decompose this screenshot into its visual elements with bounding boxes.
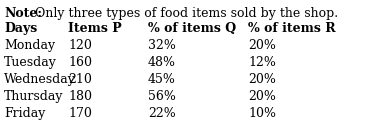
Text: 22%: 22% bbox=[148, 107, 176, 120]
Text: 20%: 20% bbox=[248, 90, 276, 103]
Text: 160: 160 bbox=[68, 56, 92, 69]
Text: Thursday: Thursday bbox=[4, 90, 63, 103]
Text: 210: 210 bbox=[68, 73, 92, 86]
Text: Note:: Note: bbox=[4, 7, 42, 20]
Text: 170: 170 bbox=[68, 107, 92, 120]
Text: 48%: 48% bbox=[148, 56, 176, 69]
Text: 56%: 56% bbox=[148, 90, 176, 103]
Text: Friday: Friday bbox=[4, 107, 45, 120]
Text: Tuesday: Tuesday bbox=[4, 56, 57, 69]
Text: % of items R: % of items R bbox=[248, 22, 336, 35]
Text: 10%: 10% bbox=[248, 107, 276, 120]
Text: % of items Q: % of items Q bbox=[148, 22, 236, 35]
Text: Days: Days bbox=[4, 22, 37, 35]
Text: Items P: Items P bbox=[68, 22, 122, 35]
Text: Only three types of food items sold by the shop.: Only three types of food items sold by t… bbox=[31, 7, 338, 20]
Text: 32%: 32% bbox=[148, 39, 176, 52]
Text: 180: 180 bbox=[68, 90, 92, 103]
Text: 20%: 20% bbox=[248, 39, 276, 52]
Text: 12%: 12% bbox=[248, 56, 276, 69]
Text: 20%: 20% bbox=[248, 73, 276, 86]
Text: 120: 120 bbox=[68, 39, 92, 52]
Text: 45%: 45% bbox=[148, 73, 176, 86]
Text: Monday: Monday bbox=[4, 39, 55, 52]
Text: Wednesday: Wednesday bbox=[4, 73, 76, 86]
